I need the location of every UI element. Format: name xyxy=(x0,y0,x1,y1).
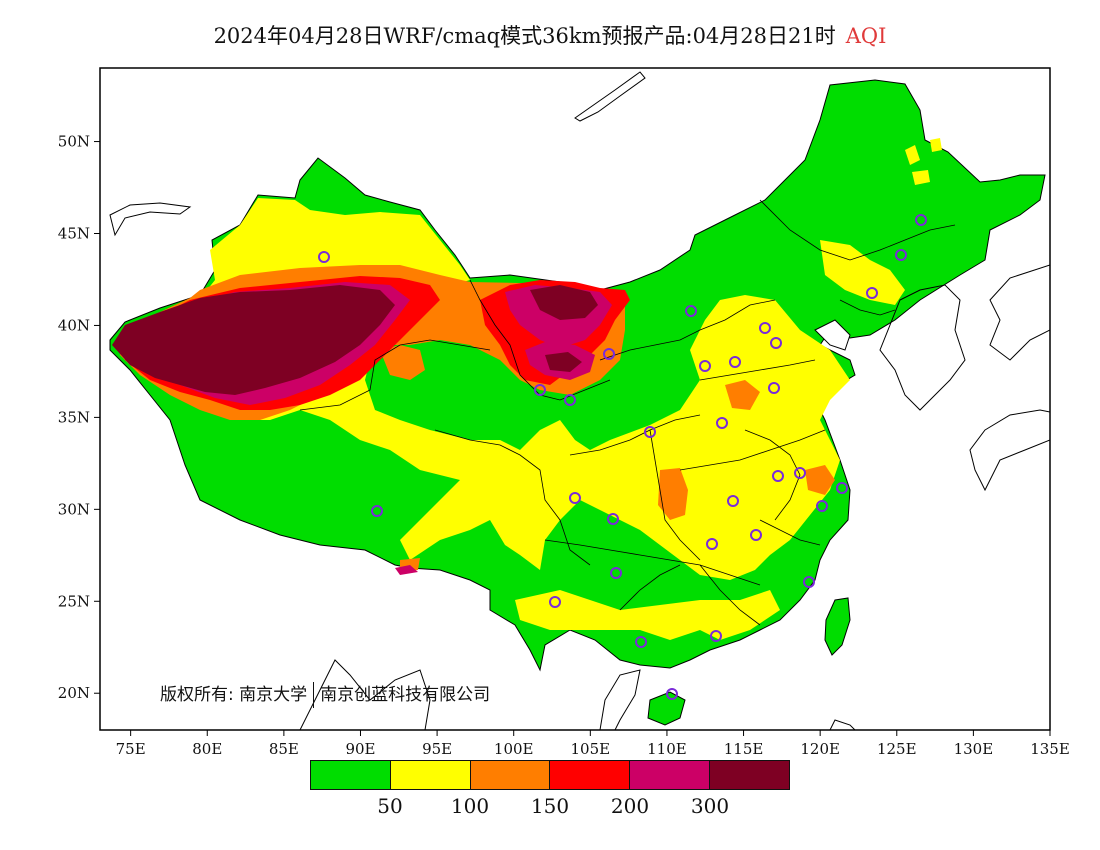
x-tick-label: 115E xyxy=(724,740,764,758)
station-marker xyxy=(569,492,581,504)
station-marker xyxy=(699,360,711,372)
x-tick-label: 125E xyxy=(877,740,917,758)
japan-coastline xyxy=(969,264,1050,492)
x-tick-label: 135E xyxy=(1030,740,1070,758)
station-marker xyxy=(772,470,784,482)
station-marker xyxy=(644,426,656,438)
station-marker xyxy=(318,251,330,263)
taiwan-island xyxy=(824,597,851,656)
legend-swatch xyxy=(469,761,550,789)
hainan-island xyxy=(647,691,686,726)
station-marker xyxy=(549,596,561,608)
aqi-region-moderate-south xyxy=(515,590,780,640)
map-frame xyxy=(99,67,1051,731)
y-tick-label: 45N xyxy=(58,225,90,243)
station-marker xyxy=(534,384,546,396)
x-tick-label: 95E xyxy=(422,740,452,758)
x-tick-label: 85E xyxy=(269,740,299,758)
station-marker xyxy=(866,287,878,299)
aqi-region-usg-patch-2 xyxy=(658,468,688,520)
x-tick-label: 90E xyxy=(345,740,375,758)
map-title: 2024年04月28日WRF/cmaq模式36km预报产品:04月28日21时 A… xyxy=(0,20,1100,50)
y-axis: 50N 45N 40N 35N 30N 25N 20N xyxy=(58,133,100,702)
station-marker xyxy=(710,630,722,642)
x-tick-label: 105E xyxy=(571,740,611,758)
legend-label: 200 xyxy=(610,794,650,818)
station-marker xyxy=(768,382,780,394)
southeast-asia-coastline xyxy=(299,659,856,730)
station-marker xyxy=(770,337,782,349)
korea-japan-coastline xyxy=(879,284,966,411)
copyright-org-1: 南京大学 xyxy=(239,685,308,705)
y-tick-label: 30N xyxy=(58,500,90,518)
station-marker xyxy=(750,529,762,541)
station-marker xyxy=(727,495,739,507)
neighbor-coastline xyxy=(109,202,192,237)
title-main: 2024年04月28日WRF/cmaq模式36km预报产品:04月28日21时 xyxy=(213,24,836,48)
station-marker xyxy=(610,567,622,579)
x-tick-label: 120E xyxy=(800,740,840,758)
station-marker xyxy=(706,538,718,550)
station-marker xyxy=(607,513,619,525)
y-tick-label: 35N xyxy=(58,408,90,426)
legend-swatch xyxy=(629,761,710,789)
aqi-region-moderate-spot-ne xyxy=(905,138,942,185)
lake-baikal-outline xyxy=(574,71,646,122)
copyright-org-2: 南京创蓝科技有限公司 xyxy=(320,685,491,705)
x-axis: 75E 80E 85E 90E 95E 100E 105E 110E 115E 120E 125E 1… xyxy=(116,730,1070,758)
station-marker xyxy=(635,636,647,648)
legend-swatch xyxy=(389,761,470,789)
legend-label: 150 xyxy=(530,794,570,818)
aqi-region-hazardous-patch xyxy=(545,352,582,372)
copyright-prefix: 版权所有: xyxy=(160,685,234,705)
station-marker xyxy=(816,500,828,512)
legend-swatch xyxy=(709,761,789,789)
station-marker xyxy=(803,576,815,588)
y-tick-label: 40N xyxy=(58,316,90,334)
aqi-region-usg-patch-4 xyxy=(805,465,835,495)
y-tick-label: 20N xyxy=(58,684,90,702)
city-station-markers xyxy=(318,214,927,700)
station-marker xyxy=(915,214,927,226)
station-marker xyxy=(794,467,806,479)
legend-label: 300 xyxy=(690,794,730,818)
y-tick-label: 25N xyxy=(58,592,90,610)
station-marker xyxy=(729,356,741,368)
station-marker xyxy=(836,482,848,494)
legend-swatch xyxy=(549,761,630,789)
station-marker xyxy=(716,417,728,429)
station-marker xyxy=(371,505,383,517)
aqi-region-hazardous-inner-mongolia xyxy=(530,285,598,320)
copyright-notice: 版权所有: 南京大学 南京创蓝科技有限公司 xyxy=(160,680,490,708)
x-tick-label: 100E xyxy=(494,740,534,758)
station-marker xyxy=(685,305,697,317)
legend-label: 100 xyxy=(450,794,490,818)
aqi-region-very-unhealthy-southtip xyxy=(395,565,418,575)
station-marker xyxy=(564,394,576,406)
title-variable: AQI xyxy=(845,24,887,48)
aqi-region-hazardous-taklimakan xyxy=(112,285,395,395)
station-marker xyxy=(603,348,615,360)
aqi-region-usg-patch-1 xyxy=(380,345,425,380)
x-tick-label: 75E xyxy=(116,740,146,758)
bay-coastline xyxy=(814,319,851,351)
station-marker xyxy=(895,249,907,261)
station-marker xyxy=(666,688,678,700)
aqi-legend xyxy=(310,760,790,790)
copyright-separator xyxy=(313,682,315,708)
y-tick-label: 50N xyxy=(58,133,90,151)
legend-swatch xyxy=(311,761,390,789)
aqi-region-usg-patch-3 xyxy=(725,380,760,410)
map-layers xyxy=(109,71,1050,730)
x-tick-label: 110E xyxy=(647,740,687,758)
x-tick-label: 130E xyxy=(954,740,994,758)
x-tick-label: 80E xyxy=(192,740,222,758)
station-marker xyxy=(759,322,771,334)
legend-label: 50 xyxy=(377,794,403,818)
province-borders xyxy=(299,199,956,626)
aqi-region-moderate-northeast xyxy=(820,240,905,305)
